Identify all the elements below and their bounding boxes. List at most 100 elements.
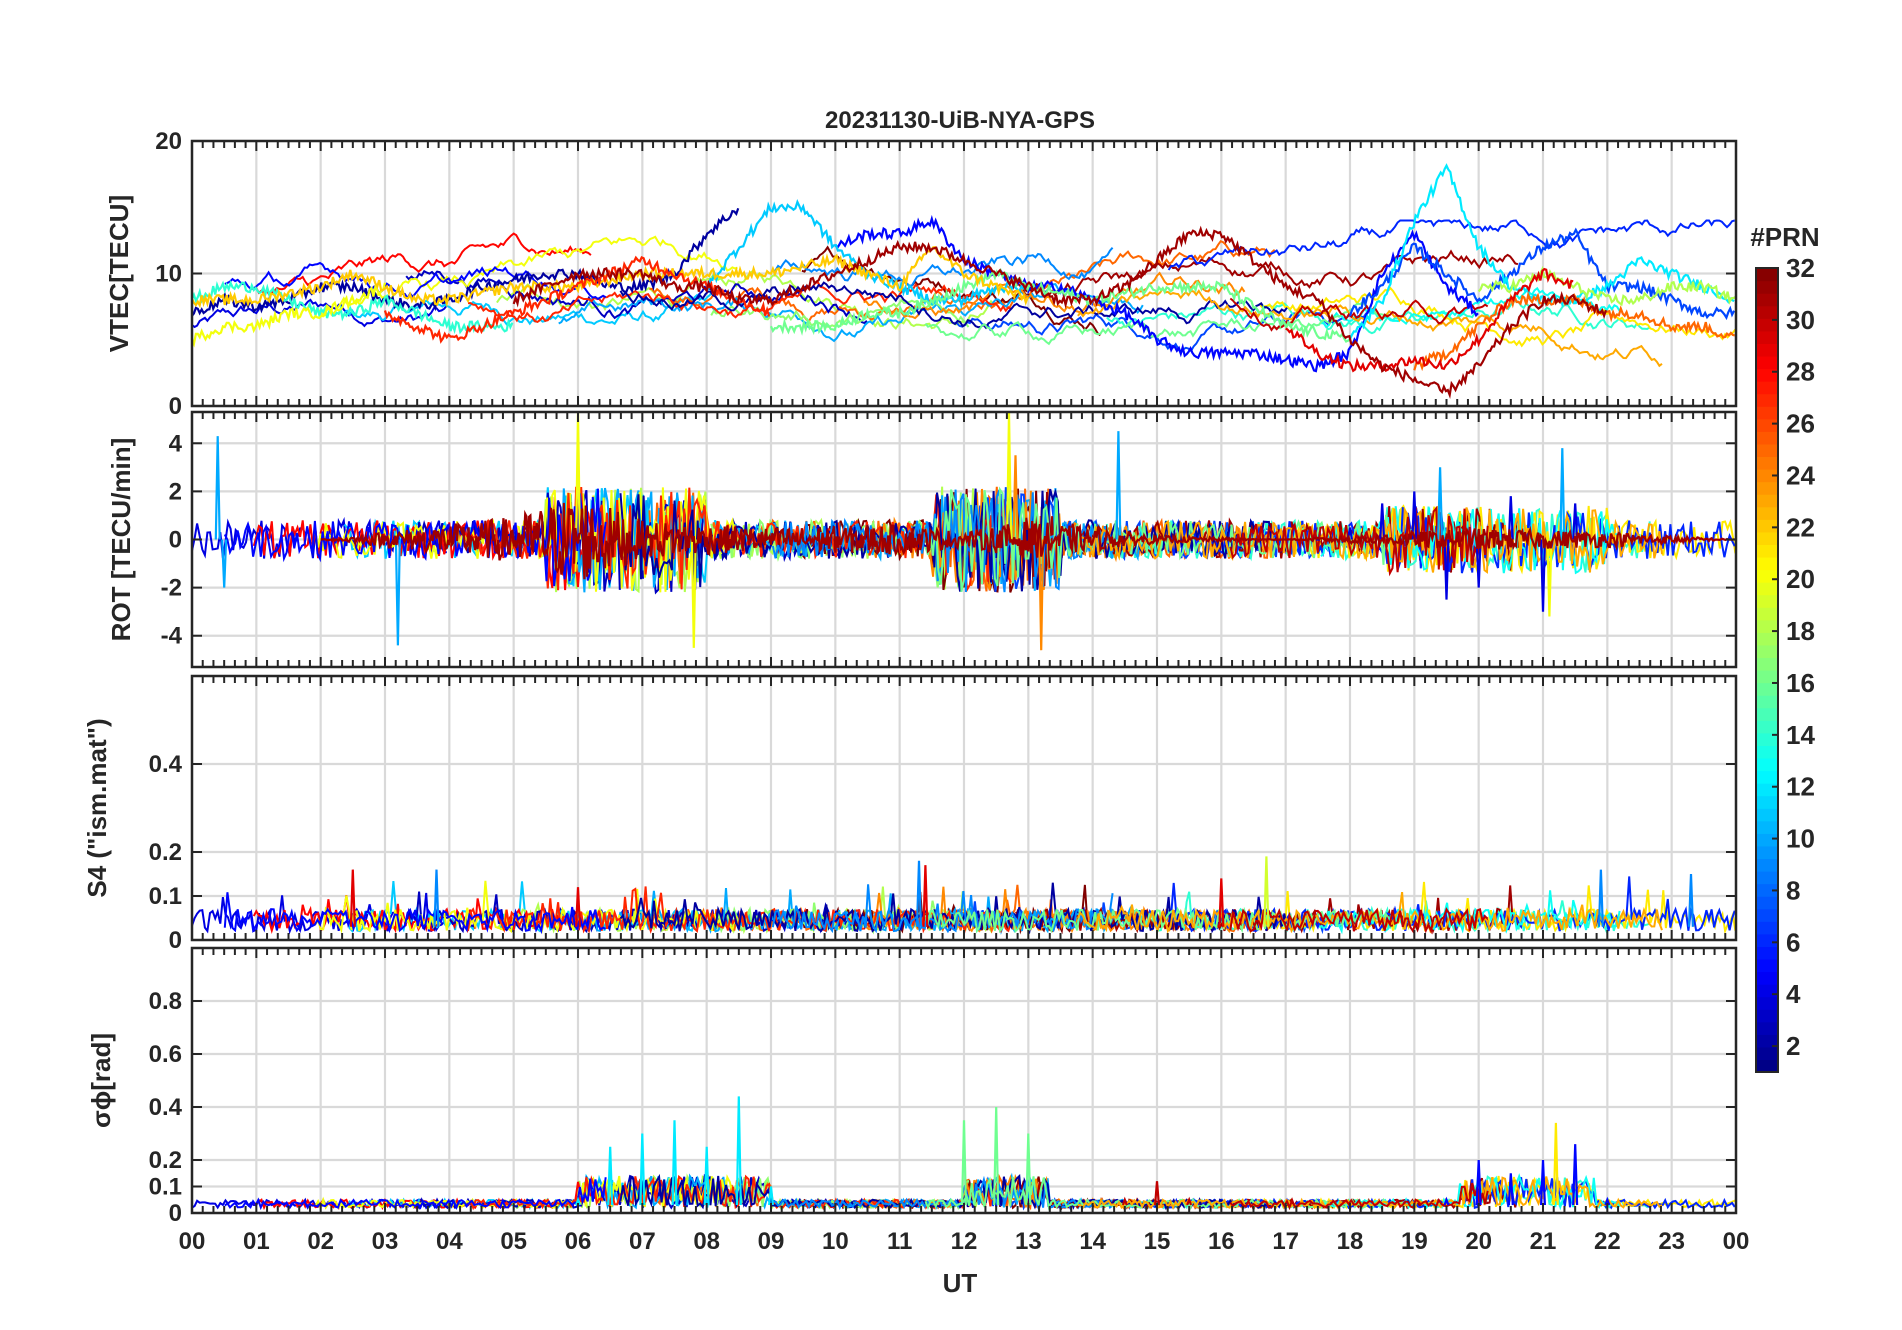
- series-prn-20: [192, 282, 387, 348]
- trace-prn-24: [863, 271, 1246, 320]
- colorbar-tick-label: 20: [1786, 564, 1815, 594]
- series-prn-31: [320, 502, 1736, 580]
- y-tick-label: 0.1: [149, 1174, 182, 1201]
- x-tick-label: 21: [1530, 1228, 1557, 1255]
- panel-vtec: 0 10 20 VTEC[TECU]: [104, 128, 1738, 420]
- colorbar-tick-label: 28: [1786, 357, 1815, 387]
- series-prn-29: [575, 887, 581, 927]
- data-layer: [192, 163, 1736, 399]
- trace-prn-23: [1077, 1176, 1663, 1211]
- colorbar-segment: [1756, 343, 1778, 357]
- y-tick-label: 0.2: [149, 1147, 182, 1174]
- chart-title: 20231130-UiB-NYA-GPS: [825, 107, 1095, 134]
- x-tick-label: 07: [629, 1228, 656, 1255]
- series-prn-4: [1572, 503, 1579, 540]
- series-prn-5: [1443, 1196, 1450, 1206]
- y-tick-label: 0.6: [149, 1041, 182, 1068]
- x-tick-label: 05: [500, 1228, 527, 1255]
- colorbar-segment: [1756, 305, 1778, 319]
- colorbar-segment: [1756, 858, 1778, 872]
- series-prn-7: [1348, 227, 1736, 321]
- colorbar-segment: [1756, 556, 1778, 571]
- series-prn-24: [1038, 539, 1045, 651]
- series-prn-9: [1687, 873, 1694, 927]
- colorbar-segment: [1756, 820, 1778, 834]
- y-tick-label: 20: [155, 128, 182, 155]
- x-tick-label: 09: [758, 1228, 785, 1255]
- panel-rot: -4 -2 0 2 4 ROT [TECU/min]: [106, 410, 1738, 669]
- colorbar-segment: [1756, 330, 1778, 344]
- series-prn-19: [1263, 856, 1270, 927]
- colorbar-tick-label: 30: [1786, 305, 1815, 335]
- series-prn-10: [214, 436, 221, 540]
- series-prn-12: [639, 1133, 646, 1206]
- series-prn-24: [1012, 455, 1019, 540]
- colorbar-segment: [1756, 845, 1778, 860]
- series-prn-12: [607, 1146, 614, 1206]
- colorbar-segment: [1756, 280, 1778, 294]
- colorbar-segment: [1756, 456, 1778, 470]
- series-prn-10: [1115, 431, 1122, 540]
- x-tick-label: 22: [1594, 1228, 1621, 1255]
- colorbar-segment: [1756, 971, 1778, 985]
- colorbar-segment: [1756, 494, 1778, 508]
- series-prn-5: [1540, 1159, 1546, 1206]
- y-tick-label: 0: [169, 527, 182, 554]
- series-prn-5: [1604, 1196, 1611, 1206]
- trace-prn-23: [1077, 891, 1663, 935]
- series-prn-12: [671, 1120, 678, 1206]
- colorbar-segment: [1756, 569, 1778, 583]
- series-prn-18: [1477, 265, 1736, 307]
- colorbar-segment: [1756, 519, 1778, 533]
- colorbar-segment: [1756, 745, 1778, 759]
- colorbar-segment: [1756, 406, 1778, 420]
- colorbar-segment: [1756, 1059, 1778, 1073]
- x-tick-label: 03: [372, 1228, 399, 1255]
- colorbar-segment: [1756, 544, 1778, 558]
- series-prn-4: [1379, 503, 1386, 540]
- x-tick-label: 06: [565, 1228, 592, 1255]
- x-tick-label: 12: [951, 1228, 978, 1255]
- colorbar-segment: [1756, 607, 1778, 621]
- series-prn-5: [1507, 1173, 1514, 1206]
- series-prn-5: [834, 214, 1479, 373]
- series-prn-5: [1475, 1159, 1482, 1206]
- data-layer: [192, 856, 1736, 935]
- colorbar-segment: [1756, 393, 1778, 407]
- colorbar-segment: [1756, 996, 1778, 1010]
- x-tick-label: 11: [887, 1228, 912, 1255]
- series-prn-4: [1443, 539, 1450, 600]
- panel-sigma-phi: 00.10.2 0.4 0.6 0.8 σϕ[rad] 00 01 02 03 04 05 06 07 0…: [86, 946, 1749, 1255]
- series-prn-29: [349, 869, 356, 927]
- x-tick-label: 00: [179, 1228, 206, 1255]
- colorbar-segment: [1756, 720, 1778, 734]
- x-tick-label: 14: [1079, 1228, 1106, 1255]
- series-prn-27: [383, 255, 771, 344]
- series-prn-16: [961, 1120, 967, 1206]
- trace-prn-9: [772, 247, 1114, 288]
- colorbar-segment: [1756, 657, 1778, 671]
- x-tick-label: 04: [436, 1228, 463, 1255]
- y-tick-label: 0: [169, 1200, 182, 1227]
- series-prn-16: [1025, 1133, 1032, 1206]
- x-axis-label: UT: [943, 1268, 978, 1298]
- colorbar-tick-label: 32: [1786, 253, 1815, 283]
- y-tick-label: 0: [169, 927, 182, 954]
- series-prn-16: [993, 1106, 1000, 1206]
- colorbar-tick-label: 24: [1786, 460, 1815, 490]
- series-prn-9: [1597, 869, 1604, 927]
- colorbar-segment: [1756, 1034, 1778, 1048]
- colorbar-segment: [1756, 355, 1778, 370]
- series-prn-4: [1475, 539, 1482, 588]
- data-layer: [192, 1096, 1736, 1211]
- colorbar-segment: [1756, 896, 1778, 910]
- y-tick-label: -2: [161, 575, 182, 602]
- series-prn-20: [1546, 539, 1553, 617]
- colorbar-segment: [1756, 644, 1778, 659]
- y-axis-label: ROT [TECU/min]: [106, 438, 136, 642]
- colorbar-tick-label: 2: [1786, 1031, 1800, 1061]
- colorbar-tick-label: 16: [1786, 668, 1815, 698]
- x-tick-label: 19: [1401, 1228, 1428, 1255]
- colorbar-segment: [1756, 770, 1778, 784]
- colorbar-segment: [1756, 481, 1778, 495]
